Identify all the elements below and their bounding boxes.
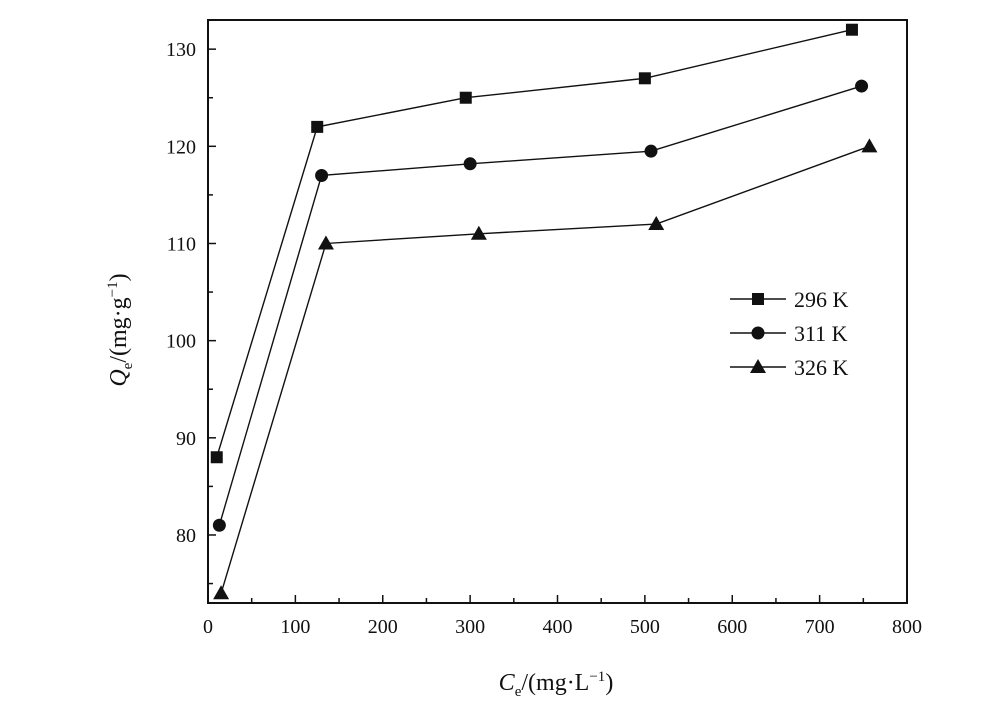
x-tick-label: 400 bbox=[543, 616, 573, 638]
series-line bbox=[216, 29, 853, 458]
data-point bbox=[845, 23, 858, 36]
legend-item: 326 K bbox=[730, 355, 849, 380]
data-point bbox=[212, 518, 226, 532]
legend-label: 326 K bbox=[794, 355, 849, 380]
x-axis-title-sub: e bbox=[515, 684, 522, 700]
series-line bbox=[218, 85, 862, 526]
y-tick-label: 80 bbox=[176, 525, 196, 547]
data-point bbox=[861, 138, 878, 153]
series-square bbox=[210, 23, 858, 464]
x-tick-label: 200 bbox=[368, 616, 398, 638]
y-axis-title-unit: /(mg·g bbox=[106, 297, 132, 362]
x-tick-label: 800 bbox=[892, 616, 922, 638]
series-circle bbox=[212, 79, 869, 532]
y-axis-title: Qe/(mg·g−1) bbox=[105, 273, 136, 386]
x-tick-label: 600 bbox=[717, 616, 747, 638]
y-tick-label: 120 bbox=[166, 136, 196, 158]
data-point bbox=[459, 91, 472, 104]
y-axis-title-main: Q bbox=[106, 369, 132, 386]
x-tick-label: 500 bbox=[630, 616, 660, 638]
x-tick-label: 300 bbox=[455, 616, 485, 638]
legend: 296 K 311 K 326 K bbox=[730, 287, 849, 380]
legend-item: 311 K bbox=[730, 321, 848, 346]
x-axis-title-close: ) bbox=[605, 670, 613, 696]
y-axis-title-sub: e bbox=[120, 362, 136, 369]
y-axis-title-close: ) bbox=[106, 273, 132, 281]
legend-item: 296 K bbox=[730, 287, 849, 312]
y-tick-label: 100 bbox=[166, 331, 196, 353]
data-point bbox=[210, 451, 223, 464]
data-point bbox=[648, 216, 665, 231]
data-point bbox=[855, 79, 869, 93]
legend-marker bbox=[752, 293, 764, 305]
data-point bbox=[644, 144, 658, 158]
x-axis-title-main: C bbox=[499, 670, 516, 696]
data-point bbox=[311, 120, 324, 133]
series-triangle bbox=[213, 138, 878, 600]
x-tick-label: 0 bbox=[203, 616, 213, 638]
series-line bbox=[220, 145, 870, 594]
y-tick-label: 110 bbox=[167, 233, 196, 255]
data-point bbox=[638, 72, 651, 85]
legend-label: 311 K bbox=[794, 321, 848, 346]
legend-marker bbox=[750, 359, 766, 373]
x-tick-label: 700 bbox=[805, 616, 835, 638]
y-tick-label: 90 bbox=[176, 428, 196, 450]
data-point bbox=[213, 585, 230, 600]
y-tick-label: 130 bbox=[166, 39, 196, 61]
x-axis-title: Ce/(mg·L−1) bbox=[499, 669, 614, 700]
legend-label: 296 K bbox=[794, 287, 849, 312]
data-point bbox=[463, 157, 477, 171]
legend-marker bbox=[751, 326, 765, 340]
data-point bbox=[470, 225, 487, 240]
x-axis-title-unit: /(mg·L bbox=[521, 670, 589, 696]
data-point bbox=[317, 235, 334, 250]
data-point bbox=[315, 168, 329, 182]
x-tick-label: 100 bbox=[280, 616, 310, 638]
x-axis-title-sup: −1 bbox=[589, 669, 605, 685]
y-axis-title-sup: −1 bbox=[105, 281, 121, 297]
